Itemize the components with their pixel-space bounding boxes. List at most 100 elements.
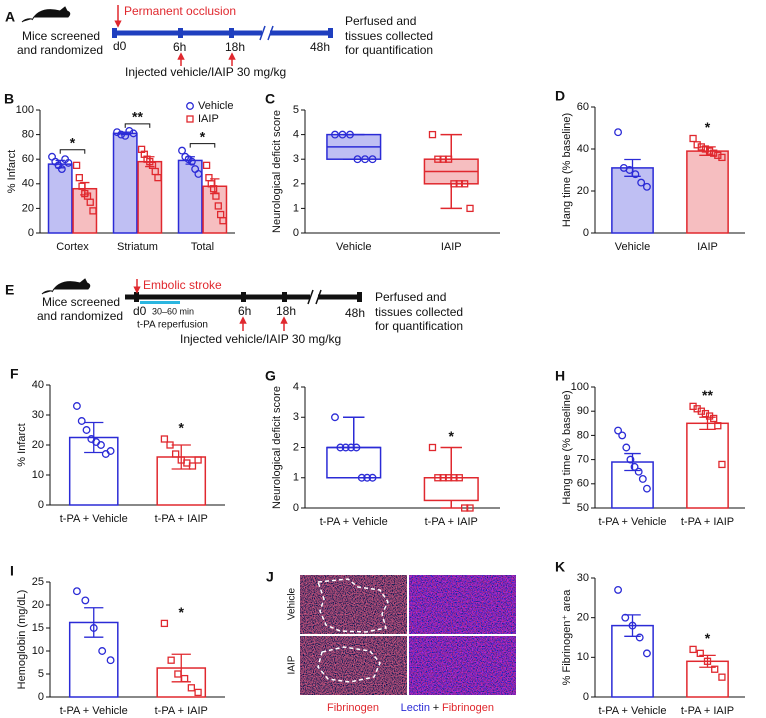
injection-label: Injected vehicle/IAIP 30 mg/kg bbox=[180, 332, 341, 346]
significance: ** bbox=[702, 387, 713, 403]
tick bbox=[357, 292, 362, 302]
data-point bbox=[705, 147, 714, 155]
mark-label: d0 bbox=[133, 304, 147, 318]
whisker bbox=[440, 183, 462, 210]
right-text: tissues collected bbox=[345, 29, 433, 43]
data-point bbox=[75, 173, 83, 182]
panel-label: D bbox=[555, 88, 565, 104]
data-point bbox=[635, 633, 644, 642]
significance: * bbox=[705, 119, 711, 135]
left-text: Mice screened bbox=[22, 29, 100, 43]
mark-label: d0 bbox=[113, 39, 127, 53]
mark-label: 48h bbox=[310, 40, 330, 54]
x-tick-label: t-PA + IAIP bbox=[681, 705, 734, 717]
error-bar bbox=[84, 607, 104, 638]
data-point bbox=[428, 130, 437, 139]
y-tick-label: 20 bbox=[577, 612, 589, 624]
caption: + bbox=[433, 702, 439, 714]
micrograph bbox=[409, 575, 516, 634]
data-point bbox=[154, 173, 162, 182]
right-text: for quantification bbox=[345, 43, 433, 57]
data-point bbox=[718, 673, 726, 681]
bar bbox=[112, 132, 138, 234]
row-label: IAIP bbox=[287, 655, 298, 674]
data-point bbox=[626, 455, 635, 464]
data-point bbox=[219, 217, 227, 225]
data-point bbox=[466, 504, 474, 512]
data-point bbox=[642, 182, 651, 191]
mark-label: 48h bbox=[345, 306, 365, 320]
data-point bbox=[113, 128, 121, 137]
micrograph bbox=[409, 636, 516, 695]
mark-label: 18h bbox=[276, 304, 296, 318]
data-point bbox=[187, 684, 196, 692]
panel-label: I bbox=[10, 563, 14, 579]
injection-label: Injected vehicle/IAIP 30 mg/kg bbox=[125, 65, 286, 79]
data-point bbox=[631, 170, 640, 179]
row-label: Vehicle bbox=[287, 587, 298, 620]
data-point bbox=[180, 674, 189, 683]
data-point bbox=[347, 443, 356, 452]
y-tick-label: 4 bbox=[293, 381, 299, 393]
data-point bbox=[642, 484, 651, 493]
x-tick-label: t-PA + IAIP bbox=[681, 516, 734, 528]
tick bbox=[282, 292, 287, 302]
tick bbox=[134, 292, 139, 302]
data-point bbox=[209, 185, 218, 193]
data-point bbox=[89, 207, 97, 215]
micrograph bbox=[300, 636, 407, 695]
x-tick-label: t-PA + Vehicle bbox=[599, 516, 667, 528]
data-point bbox=[98, 647, 107, 655]
data-point bbox=[174, 670, 182, 678]
x-tick-label: t-PA + IAIP bbox=[425, 516, 478, 528]
data-point bbox=[637, 178, 646, 187]
x-tick-label: t-PA + Vehicle bbox=[599, 705, 667, 717]
outline bbox=[317, 646, 381, 683]
data-point bbox=[97, 441, 105, 449]
significance-bracket bbox=[124, 123, 151, 128]
y-tick-label: 60 bbox=[577, 478, 589, 490]
y-tick-label: 3 bbox=[293, 153, 299, 165]
bar bbox=[177, 159, 203, 234]
data-point bbox=[167, 656, 175, 664]
y-tick-label: 20 bbox=[32, 439, 44, 451]
data-point bbox=[638, 475, 647, 483]
data-point bbox=[461, 180, 469, 188]
tick bbox=[241, 292, 246, 302]
right-text: for quantification bbox=[375, 319, 463, 333]
significance-bracket bbox=[189, 143, 216, 148]
data-point bbox=[346, 130, 354, 139]
bar bbox=[47, 163, 73, 234]
x-tick-label: t-PA + Vehicle bbox=[60, 705, 128, 717]
x-tick-label: Cortex bbox=[56, 241, 89, 253]
tick bbox=[229, 28, 234, 38]
y-tick-label: 100 bbox=[16, 104, 34, 116]
mouse-icon bbox=[41, 278, 91, 295]
data-point bbox=[634, 467, 643, 476]
data-point bbox=[202, 161, 211, 170]
significance: * bbox=[179, 604, 185, 620]
significance: * bbox=[200, 128, 206, 144]
data-point bbox=[466, 204, 474, 213]
panel-label: C bbox=[265, 91, 275, 107]
x-tick-label: IAIP bbox=[697, 241, 718, 253]
bar bbox=[156, 667, 207, 698]
y-tick-label: 0 bbox=[583, 227, 589, 239]
y-axis-label: % Fibrinogen⁺ area bbox=[561, 589, 573, 686]
panel-label: F bbox=[10, 366, 19, 382]
data-point bbox=[89, 624, 98, 632]
y-tick-label: 25 bbox=[32, 576, 44, 588]
data-point bbox=[186, 115, 194, 123]
whisker bbox=[440, 446, 462, 478]
data-point bbox=[86, 198, 94, 206]
right-text: Perfused and bbox=[345, 14, 416, 28]
y-tick-label: 60 bbox=[577, 101, 589, 113]
data-point bbox=[714, 151, 722, 159]
image-panel-j: J Vehicle IAIP Fibrinogen Lectin + Fibri… bbox=[266, 569, 516, 714]
data-point bbox=[703, 657, 712, 665]
panel-label: B bbox=[4, 91, 14, 107]
data-point bbox=[331, 130, 339, 139]
y-tick-label: 4 bbox=[293, 129, 299, 141]
data-point bbox=[78, 182, 86, 190]
data-point bbox=[331, 413, 339, 422]
